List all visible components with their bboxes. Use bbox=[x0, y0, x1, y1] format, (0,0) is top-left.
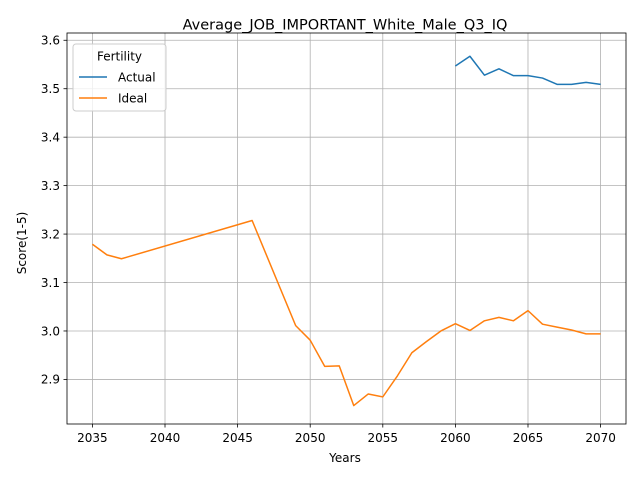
x-tick-label: 2050 bbox=[295, 431, 326, 445]
legend-label-actual: Actual bbox=[118, 71, 156, 85]
x-tick-label: 2065 bbox=[513, 431, 544, 445]
y-tick-label: 3.3 bbox=[41, 179, 60, 193]
x-tick-label: 2070 bbox=[585, 431, 616, 445]
legend: Fertility Actual Ideal bbox=[72, 43, 167, 112]
y-axis-label: Score(1-5) bbox=[15, 212, 29, 275]
y-axis-ticks: 2.9 3.0 3.1 3.2 3.3 3.4 3.5 3.6 bbox=[41, 34, 67, 387]
x-tick-label: 2040 bbox=[150, 431, 181, 445]
chart-title: Average_JOB_IMPORTANT_White_Male_Q3_IQ bbox=[183, 18, 508, 34]
series-line-actual bbox=[454, 55, 601, 86]
legend-label-ideal: Ideal bbox=[118, 92, 147, 106]
y-tick-label: 3.2 bbox=[41, 227, 60, 241]
legend-box bbox=[72, 43, 167, 112]
series-line-ideal bbox=[91, 219, 601, 407]
legend-title: Fertility bbox=[97, 50, 142, 64]
y-tick-label: 2.9 bbox=[41, 373, 60, 387]
y-tick-label: 3.1 bbox=[41, 276, 60, 290]
y-tick-label: 3.6 bbox=[41, 34, 60, 48]
grid bbox=[67, 33, 626, 424]
y-tick-label: 3.0 bbox=[41, 324, 60, 338]
y-tick-label: 3.4 bbox=[41, 130, 60, 144]
y-tick-label: 3.5 bbox=[41, 82, 60, 96]
axes-frame bbox=[66, 32, 627, 425]
x-axis-ticks: 2035 2040 2045 2050 2055 2060 2065 2070 bbox=[77, 424, 616, 445]
x-tick-label: 2060 bbox=[440, 431, 471, 445]
x-axis-label: Years bbox=[328, 451, 361, 465]
x-tick-label: 2035 bbox=[77, 431, 108, 445]
x-tick-label: 2045 bbox=[222, 431, 253, 445]
plot-lines bbox=[91, 55, 601, 407]
x-tick-label: 2055 bbox=[368, 431, 399, 445]
